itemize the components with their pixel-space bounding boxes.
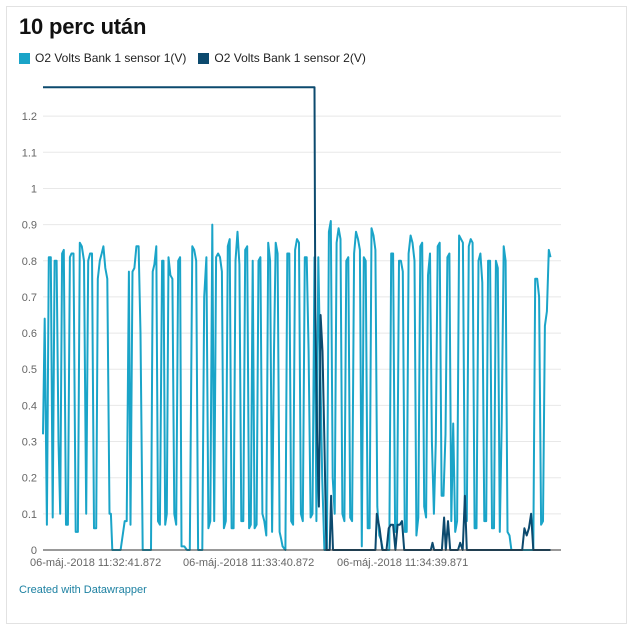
legend-swatch-sensor-2 (198, 52, 210, 64)
x-tick-label: 06-máj.-2018 11:34:39.871 (337, 557, 468, 569)
y-tick-label: 1 (31, 183, 37, 195)
y-tick-label: 0.8 (22, 256, 37, 268)
legend-item-sensor-2[interactable]: O2 Volts Bank 1 sensor 2(V) (198, 51, 366, 65)
y-tick-label: 0.4 (22, 400, 37, 412)
legend-item-sensor-1[interactable]: O2 Volts Bank 1 sensor 1(V) (19, 51, 186, 65)
y-tick-label: 1.2 (22, 111, 37, 123)
datawrapper-credit-link[interactable]: Created with Datawrapper (19, 584, 147, 596)
x-tick-label: 06-máj.-2018 11:33:40.872 (183, 557, 314, 569)
legend-swatch-sensor-1 (19, 52, 30, 64)
y-tick-label: 0 (31, 545, 37, 557)
legend-label-sensor-1: O2 Volts Bank 1 sensor 1(V) (35, 51, 187, 65)
legend-label-sensor-2: O2 Volts Bank 1 sensor 2(V) (214, 51, 366, 65)
y-tick-label: 0.9 (22, 220, 37, 232)
y-tick-label: 0.6 (22, 328, 37, 340)
y-tick-label: 0.5 (22, 364, 37, 376)
y-tick-label: 1.1 (22, 147, 37, 159)
chart-title: 10 perc után (19, 14, 147, 39)
x-tick-label: 06-máj.-2018 11:32:41.872 (30, 557, 161, 569)
y-tick-label: 0.3 (22, 437, 37, 449)
series-line-sensor-1 (42, 220, 552, 551)
chart-legend: O2 Volts Bank 1 sensor 1(V) O2 Volts Ban… (19, 51, 366, 65)
y-tick-label: 0.7 (22, 292, 37, 304)
y-tick-label: 0.1 (22, 509, 37, 521)
y-tick-label: 0.2 (22, 473, 37, 485)
series-line-sensor-2 (43, 86, 551, 551)
